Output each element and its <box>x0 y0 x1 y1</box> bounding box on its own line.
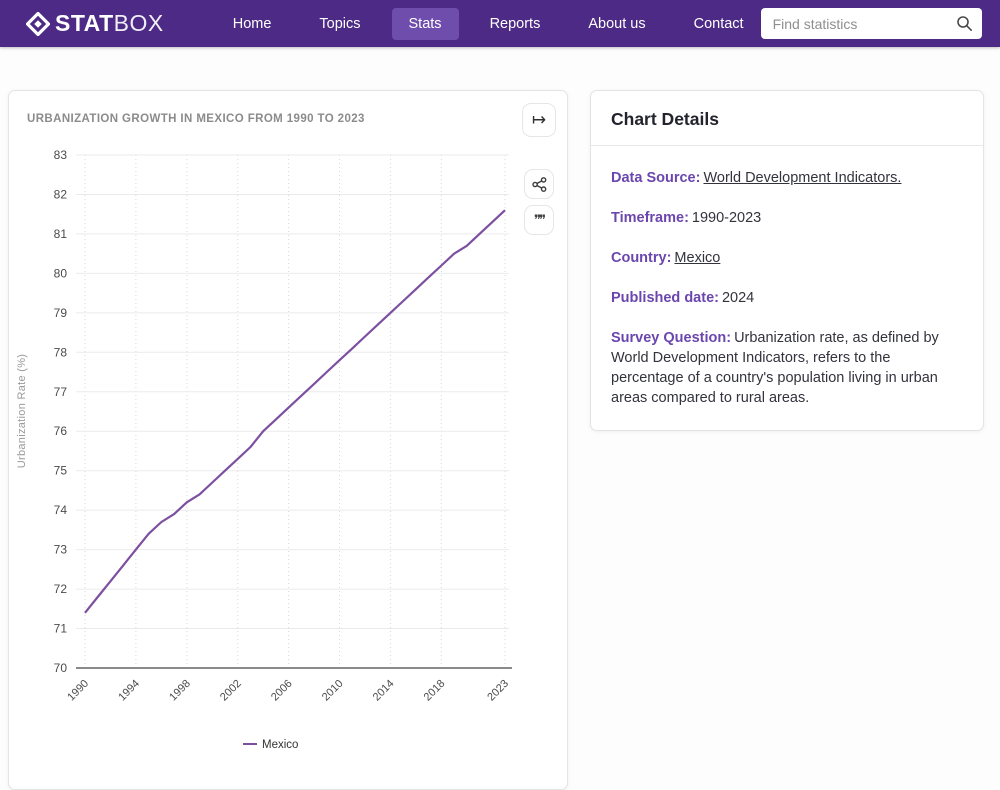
detail-value-link[interactable]: World Development Indicators. <box>703 170 902 186</box>
share-icon <box>531 176 546 192</box>
chart-details-card: Chart Details Data Source: World Developm… <box>590 90 984 431</box>
search-input[interactable] <box>772 15 956 32</box>
logo-text-stat: STAT <box>55 10 114 36</box>
share-button[interactable] <box>524 169 554 199</box>
details-body: Data Source: World Development Indicators… <box>591 146 983 430</box>
x-tick-label: 2006 <box>269 678 295 704</box>
search-box[interactable] <box>760 8 982 39</box>
y-tick-label: 83 <box>54 148 68 162</box>
y-tick-label: 80 <box>54 266 68 280</box>
x-tick-label: 2014 <box>371 678 397 704</box>
y-axis-title: Urbanization Rate (%) <box>16 354 28 469</box>
detail-label: Survey Question: <box>611 330 732 346</box>
x-tick-label: 2023 <box>485 678 511 704</box>
detail-row-timeframe: Timeframe: 1990-2023 <box>611 208 963 228</box>
y-tick-label: 76 <box>54 424 68 438</box>
detail-row-country: Country: Mexico <box>611 248 963 268</box>
line-chart: 70 71 72 73 74 75 76 77 78 79 80 81 82 83 1990 1994 1998… <box>16 148 512 751</box>
nav-item-reports[interactable]: Reports <box>489 15 541 32</box>
quote-icon: ❞❞ <box>534 212 546 227</box>
logo-text-box: BOX <box>113 10 164 36</box>
y-tick-label: 72 <box>54 582 68 596</box>
y-tick-label: 78 <box>54 345 68 359</box>
navbar: STATBOX Home Topics Stats Reports About us Co… <box>0 0 1000 47</box>
export-button[interactable]: ↦ <box>522 103 556 137</box>
x-tick-label: 1990 <box>65 678 91 704</box>
nav-item-home[interactable]: Home <box>232 15 272 32</box>
search-icon[interactable] <box>956 15 973 32</box>
x-tick-label: 2002 <box>218 678 244 704</box>
nav-item-topics[interactable]: Topics <box>319 15 361 32</box>
nav-item-contact[interactable]: Contact <box>693 15 744 32</box>
y-tick-label: 81 <box>54 227 68 241</box>
y-tick-label: 75 <box>54 464 68 478</box>
detail-label: Country: <box>611 250 672 266</box>
detail-value: 1990-2023 <box>691 210 762 226</box>
detail-label: Published date: <box>611 290 719 306</box>
series-line-mexico <box>84 209 506 614</box>
cite-button[interactable]: ❞❞ <box>524 205 554 235</box>
details-title: Chart Details <box>591 91 983 146</box>
axes: 70 71 72 73 74 75 76 77 78 79 80 81 82 83 1990 1994 1998… <box>16 148 512 703</box>
legend-label: Mexico <box>262 739 298 751</box>
detail-row-data-source: Data Source: World Development Indicators… <box>611 168 963 188</box>
detail-row-survey-question: Survey Question: Urbanization rate, as de… <box>611 328 963 408</box>
x-tick-label: 1998 <box>167 678 193 704</box>
y-tick-label: 74 <box>54 503 68 517</box>
x-tick-label: 2018 <box>422 678 448 704</box>
legend-item-mexico[interactable]: Mexico <box>243 739 298 751</box>
y-tick-label: 70 <box>54 661 68 675</box>
detail-label: Data Source: <box>611 170 701 186</box>
chart-title: URBANIZATION GROWTH IN MEXICO FROM 1990 … <box>27 113 365 125</box>
nav-item-stats[interactable]: Stats <box>391 7 459 40</box>
detail-value-link[interactable]: Mexico <box>674 250 721 266</box>
nav-item-about-us[interactable]: About us <box>588 15 646 32</box>
nav-menu: Home Topics Stats Reports About us Contact <box>216 7 761 40</box>
logo-text: STATBOX <box>55 10 164 37</box>
detail-row-published-date: Published date: 2024 <box>611 288 963 308</box>
x-tick-label: 1994 <box>116 678 142 704</box>
logo-diamond-icon <box>26 11 50 36</box>
x-tick-label: 2010 <box>320 678 346 704</box>
y-tick-label: 82 <box>54 187 68 201</box>
detail-value: 2024 <box>721 290 755 306</box>
export-icon: ↦ <box>531 110 547 129</box>
y-tick-label: 73 <box>54 543 68 557</box>
logo[interactable]: STATBOX <box>26 10 164 37</box>
y-tick-label: 77 <box>54 385 68 399</box>
y-tick-label: 79 <box>54 306 68 320</box>
gridlines <box>76 154 509 668</box>
chart-card: URBANIZATION GROWTH IN MEXICO FROM 1990 … <box>8 90 568 790</box>
y-tick-label: 71 <box>54 622 68 636</box>
detail-label: Timeframe: <box>611 210 689 226</box>
detail-value: Urbanization rate, as defined by World D… <box>611 330 939 406</box>
